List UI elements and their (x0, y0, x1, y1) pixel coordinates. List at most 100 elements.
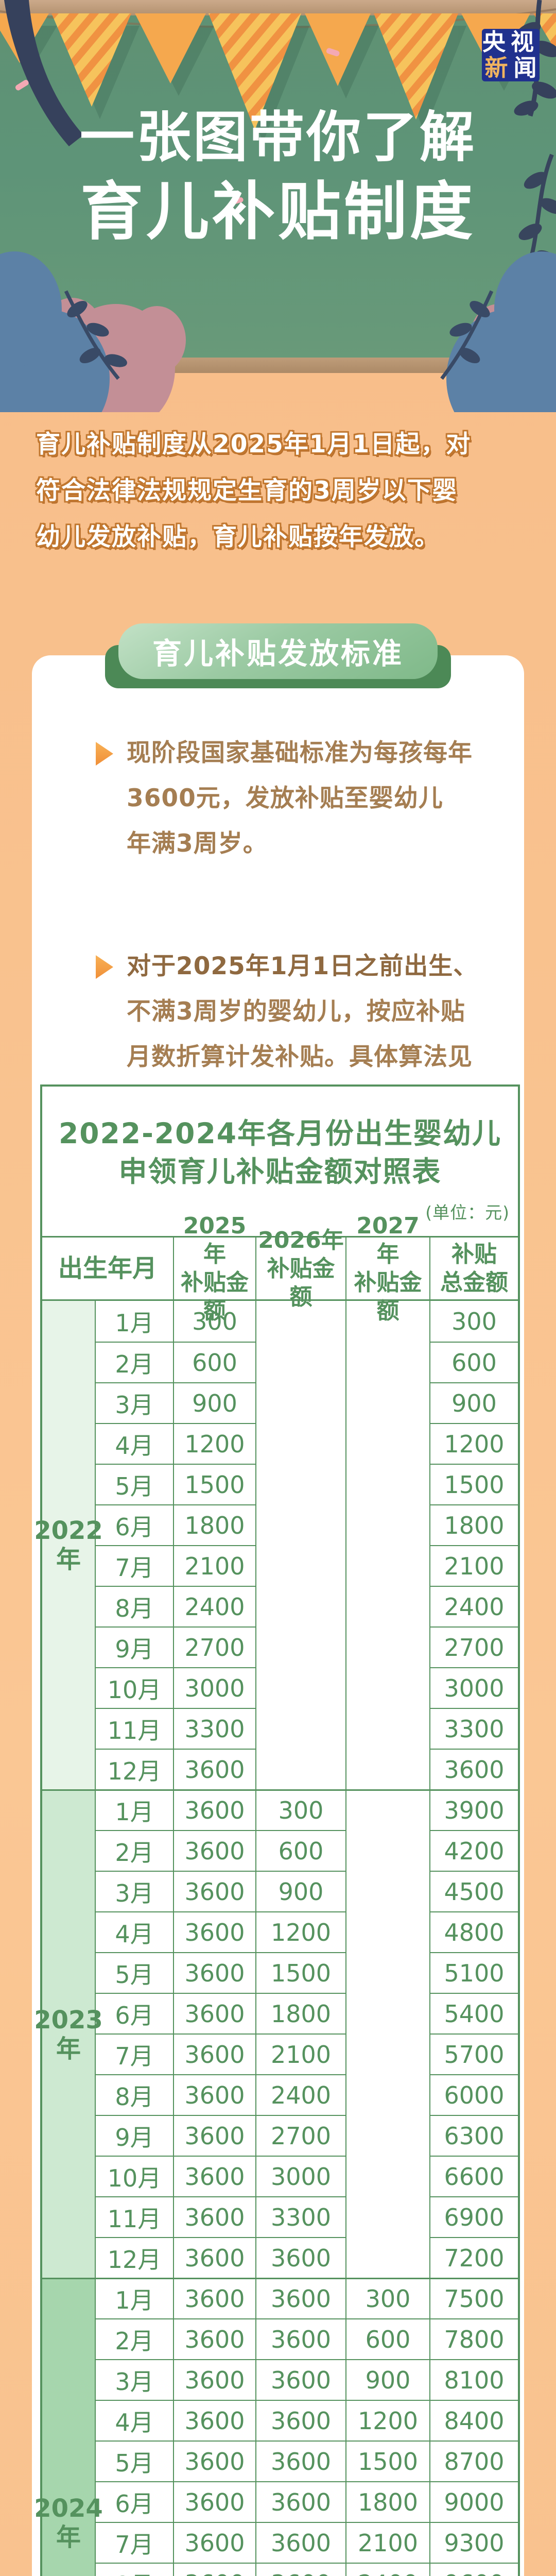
table-cell-y2026: 3300 (255, 2196, 345, 2237)
table-cell-total: 7200 (429, 2237, 518, 2278)
intro-line: 育儿补贴制度从2025年1月1日起，对 (36, 430, 472, 459)
table-cell-y2026: 1500 (255, 1952, 345, 1993)
table-cell-y2027: 1500 (345, 2441, 429, 2481)
table-cell-month: 1月 (95, 2278, 173, 2318)
table-cell-month: 3月 (95, 1871, 173, 1911)
table-cell-y2025: 3600 (173, 2278, 255, 2318)
table-cell-total: 7500 (429, 2278, 518, 2318)
table-cell-y2025: 3600 (173, 2074, 255, 2115)
table-cell-y2025: 3600 (173, 2318, 255, 2359)
table-cell-month: 2月 (95, 1342, 173, 1382)
table-cell-total: 900 (429, 1382, 518, 1423)
table-cell-y2025: 3600 (173, 1911, 255, 1952)
triangle-bullet-icon (96, 955, 113, 979)
table-cell-total: 600 (429, 1342, 518, 1382)
table-cell-month: 8月 (95, 2074, 173, 2115)
table-cell-y2025: 3600 (173, 1871, 255, 1911)
table-cell-y2026: 2100 (255, 2033, 345, 2074)
table-cell-y2025: 3600 (173, 1952, 255, 1993)
table-cell-y2025: 3000 (173, 1667, 255, 1708)
table-cell-total: 6600 (429, 2156, 518, 2196)
table-title: 2022-2024年各月份出生婴幼儿 申领育儿补贴金额对照表 (单位：元) (42, 1087, 518, 1236)
table-cell-y2025: 1200 (173, 1423, 255, 1464)
table-cell-month: 5月 (95, 1464, 173, 1504)
table-cell-y2025: 3600 (173, 2481, 255, 2522)
table-cell-month: 9月 (95, 2115, 173, 2156)
table-cell-y2025: 3600 (173, 2115, 255, 2156)
table-header-2025: 2025年 补贴金额 (173, 1213, 255, 1324)
table-cell-y2027: 2400 (345, 2563, 429, 2576)
table-cell-total: 300 (429, 1301, 518, 1342)
table-cell-month: 3月 (95, 2359, 173, 2400)
table-cell-y2026: 3600 (255, 2318, 345, 2359)
table-cell-month: 4月 (95, 1911, 173, 1952)
header-banner: 央视 新 闻 一张图带你了解 育儿补贴制度 (0, 0, 556, 412)
table-cell-total: 6900 (429, 2196, 518, 2237)
table-cell-total: 5100 (429, 1952, 518, 1993)
table-year-cell: 2022 年 (34, 1301, 103, 1789)
table-cell-y2025: 3600 (173, 2441, 255, 2481)
table-cell-month: 7月 (95, 1545, 173, 1586)
table-cell-month: 2月 (95, 2318, 173, 2359)
table-cell-y2025: 1800 (173, 1504, 255, 1545)
table-cell-y2027: 600 (345, 2318, 429, 2359)
table-cell-y2025: 3600 (173, 2400, 255, 2441)
page-title-line1: 一张图带你了解 (80, 106, 476, 169)
table-title-line: 2022-2024年各月份出生婴幼儿 (59, 1117, 501, 1150)
table-cell-total: 2400 (429, 1586, 518, 1626)
table-title-line: 申领育儿补贴金额对照表 (118, 1155, 442, 1188)
table-year-cell: 2024 年 (34, 2278, 103, 2576)
table-cell-total: 1200 (429, 1423, 518, 1464)
table-empty-cell (345, 1301, 429, 1789)
section-badge-label: 育儿补贴发放标准 (118, 623, 438, 679)
table-cell-y2025: 3600 (173, 2563, 255, 2576)
logo-char: 央视 (482, 28, 539, 56)
bullet-line: 现阶段国家基础标准为每孩每年 (127, 739, 473, 767)
page-title-line2: 育儿补贴制度 (80, 175, 476, 248)
section-standards-card: 育儿补贴发放标准 现阶段国家基础标准为每孩每年 3600元，发放补贴至婴幼儿 年… (32, 623, 524, 2576)
table-cell-month: 7月 (95, 2033, 173, 2074)
table-cell-y2025: 2400 (173, 1586, 255, 1626)
table-cell-total: 4500 (429, 1871, 518, 1911)
table-cell-total: 3300 (429, 1708, 518, 1749)
table-empty-cell (345, 1789, 429, 2278)
table-empty-cell (255, 1301, 345, 1789)
table-cell-month: 12月 (95, 2237, 173, 2278)
table-cell-total: 9300 (429, 2522, 518, 2563)
table-cell-y2025: 3600 (173, 1993, 255, 2033)
table-cell-y2026: 1200 (255, 1911, 345, 1952)
table-cell-y2026: 900 (255, 1871, 345, 1911)
table-cell-y2025: 3600 (173, 2237, 255, 2278)
table-cell-month: 8月 (95, 2563, 173, 2576)
table-cell-y2025: 2100 (173, 1545, 255, 1586)
table-cell-month: 11月 (95, 2196, 173, 2237)
table-cell-y2025: 3600 (173, 1749, 255, 1789)
table-cell-total: 8400 (429, 2400, 518, 2441)
table-cell-month: 6月 (95, 1993, 173, 2033)
table-cell-y2027: 900 (345, 2359, 429, 2400)
table-cell-month: 2月 (95, 1830, 173, 1871)
table-cell-y2027: 1800 (345, 2481, 429, 2522)
logo-char-xin: 新 (484, 54, 508, 81)
bullet-item-standard: 现阶段国家基础标准为每孩每年 3600元，发放补贴至婴幼儿 年满3周岁。 (96, 731, 508, 867)
table-cell-month: 9月 (95, 1626, 173, 1667)
table-cell-total: 7800 (429, 2318, 518, 2359)
table-cell-total: 9600 (429, 2563, 518, 2576)
table-cell-y2026: 2700 (255, 2115, 345, 2156)
table-cell-y2025: 3600 (173, 2033, 255, 2074)
table-header-2027: 2027年 补贴金额 (345, 1213, 429, 1324)
table-cell-y2026: 3600 (255, 2237, 345, 2278)
bullet-line: 3600元，发放补贴至婴幼儿 (127, 784, 443, 812)
intro-paragraph: 育儿补贴制度从2025年1月1日起，对 符合法律法规规定生育的3周岁以下婴 幼儿… (36, 421, 525, 561)
table-cell-total: 6300 (429, 2115, 518, 2156)
table-cell-total: 4800 (429, 1911, 518, 1952)
subsidy-table: 2022-2024年各月份出生婴幼儿 申领育儿补贴金额对照表 (单位：元) 出生… (34, 1084, 520, 2576)
table-cell-total: 9000 (429, 2481, 518, 2522)
table-cell-month: 6月 (95, 2481, 173, 2522)
table-cell-total: 4200 (429, 1830, 518, 1871)
table-cell-y2027: 1200 (345, 2400, 429, 2441)
table-cell-y2025: 900 (173, 1382, 255, 1423)
table-cell-y2026: 600 (255, 1830, 345, 1871)
table-cell-month: 10月 (95, 1667, 173, 1708)
table-cell-y2026: 2400 (255, 2074, 345, 2115)
